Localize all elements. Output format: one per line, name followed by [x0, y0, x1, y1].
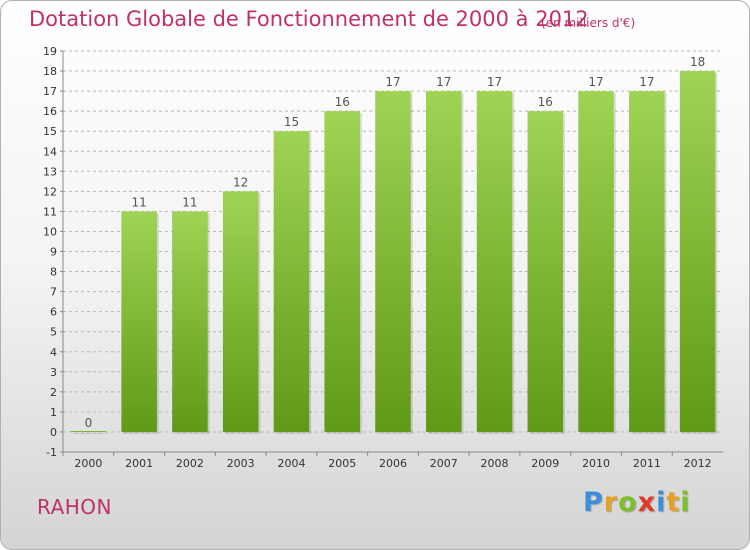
y-tick-label: 15 [43, 125, 57, 138]
x-tick-label: 2007 [430, 457, 458, 470]
bar [679, 71, 716, 432]
bar-shadow [72, 432, 109, 434]
bar [273, 131, 310, 432]
bar [527, 111, 564, 432]
data-label: 17 [588, 75, 603, 89]
bar [121, 211, 157, 432]
bar [375, 91, 411, 432]
data-label: 11 [132, 195, 147, 209]
logo-letter: r [603, 487, 619, 518]
y-tick-label: 0 [50, 426, 57, 439]
data-label: 0 [85, 416, 93, 430]
x-tick-label: 2000 [74, 457, 102, 470]
x-tick-label: 2002 [176, 457, 204, 470]
y-tick-label: 14 [43, 145, 57, 158]
data-label: 16 [335, 95, 350, 109]
y-tick-label: 4 [50, 346, 57, 359]
logo-letter: i [656, 487, 667, 518]
data-label: 17 [385, 75, 400, 89]
y-tick-label: 1 [50, 406, 57, 419]
y-tick-label: 3 [50, 366, 57, 379]
data-label: 16 [538, 95, 553, 109]
data-label: 11 [182, 195, 197, 209]
x-tick-label: 2012 [684, 457, 712, 470]
y-tick-label: 19 [43, 45, 57, 58]
y-tick-label: 8 [50, 266, 57, 279]
y-tick-label: 10 [43, 225, 57, 238]
bar [222, 191, 259, 432]
y-tick-label: 2 [50, 386, 57, 399]
x-tick-label: 2011 [633, 457, 661, 470]
y-tick-label: 13 [43, 165, 57, 178]
y-tick-label: 5 [50, 326, 57, 339]
x-tick-label: 2010 [582, 457, 610, 470]
logo-letter: o [618, 487, 638, 518]
y-tick-label: 6 [50, 306, 57, 319]
y-tick-label: -1 [46, 446, 57, 459]
x-tick-label: 2008 [481, 457, 509, 470]
bar [426, 91, 462, 432]
y-tick-label: 16 [43, 105, 57, 118]
bar [172, 211, 208, 432]
bar [578, 91, 614, 432]
y-tick-label: 9 [50, 246, 57, 259]
data-label: 17 [487, 75, 502, 89]
y-tick-label: 11 [43, 205, 57, 218]
x-tick-labels: 2000 2001 2002 2003 2004 2005 2006 2007 2008 2009… [74, 457, 711, 470]
bar [324, 111, 360, 432]
data-label: 18 [690, 55, 705, 69]
x-tick-label: 2003 [227, 457, 255, 470]
y-tick-label: 7 [50, 286, 57, 299]
logo-letter: P [583, 487, 604, 518]
data-labels: 0 11 11 12 15 16 17 17 17 16 17 17 18 [85, 55, 706, 430]
y-tick-label: 12 [43, 185, 57, 198]
chart-subtitle: (en milliers d'€) [541, 16, 636, 30]
data-label: 17 [639, 75, 654, 89]
chart-title: Dotation Globale de Fonctionnement de 20… [29, 7, 589, 31]
data-label: 17 [436, 75, 451, 89]
x-tick-label: 2006 [379, 457, 407, 470]
y-tick-label: 18 [43, 65, 57, 78]
x-tick-label: 2001 [125, 457, 153, 470]
bar [70, 430, 107, 432]
commune-name: RAHON [37, 495, 113, 519]
logo-letter: i [680, 487, 691, 518]
logo-letter: t [666, 487, 681, 518]
bar [629, 91, 665, 432]
y-tick-label: 17 [43, 85, 57, 98]
data-label: 15 [284, 115, 299, 129]
axes [60, 50, 723, 456]
bar [476, 91, 513, 432]
logo-letter: x [637, 487, 657, 518]
x-tick-label: 2009 [531, 457, 559, 470]
bars [70, 71, 718, 434]
x-tick-label: 2004 [277, 457, 305, 470]
proxiti-logo[interactable]: Proxiti [583, 487, 691, 518]
data-label: 12 [233, 175, 248, 189]
x-tick-label: 2005 [328, 457, 356, 470]
